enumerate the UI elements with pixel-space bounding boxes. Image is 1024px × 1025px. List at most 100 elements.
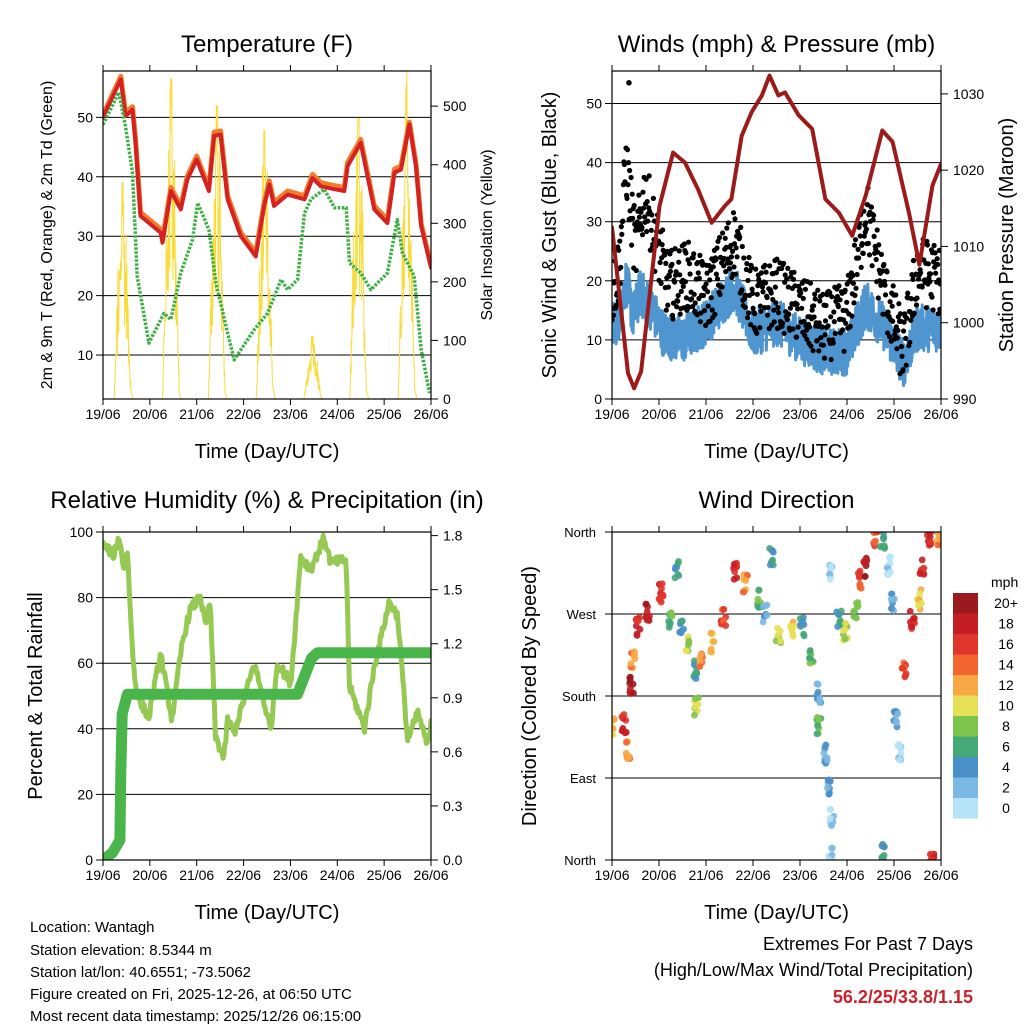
gust-point [670, 316, 676, 322]
gust-point [790, 276, 797, 282]
gust-point [881, 261, 887, 268]
gust-point [748, 322, 754, 328]
plot-area [612, 73, 941, 391]
gust-point [898, 343, 905, 350]
wind-direction-point [697, 651, 705, 658]
gust-point [673, 269, 679, 275]
gust-point [938, 279, 941, 285]
gust-point [930, 307, 936, 313]
gust-point [911, 310, 918, 316]
x-tick-label: 26/06 [923, 406, 958, 422]
gust-point [649, 212, 655, 218]
gust-point [726, 266, 733, 272]
gust-point [861, 233, 867, 239]
y-tick-label: 30 [586, 214, 602, 230]
wind-direction-point [643, 608, 651, 616]
gust-point [658, 280, 664, 286]
gust-point [893, 292, 899, 298]
gust-point [750, 305, 756, 311]
gust-point [908, 317, 914, 323]
wind-direction-point [642, 600, 650, 608]
x-tick-label: 19/06 [594, 406, 629, 422]
legend-label: 10 [998, 698, 1014, 714]
gust-point [852, 292, 858, 298]
gust-point [936, 247, 941, 253]
plot-frame [102, 70, 432, 400]
x-tick-label: 20/06 [132, 867, 167, 883]
legend-label: 0 [1002, 800, 1010, 816]
gust-point [727, 260, 734, 266]
x-tick-label: 23/06 [782, 867, 817, 883]
gust-point [831, 319, 837, 325]
legend-label: 12 [998, 677, 1014, 693]
extremes-subtitle: (High/Low/Max Wind/Total Precipitation) [653, 960, 973, 980]
gust-point [640, 205, 647, 211]
gust-point [691, 291, 697, 297]
y-tick-label: 0 [85, 852, 93, 868]
gust-point [648, 227, 654, 233]
x-tick-label: 25/06 [876, 867, 911, 883]
gust-point [639, 224, 645, 231]
wind-direction-point [759, 618, 767, 626]
wind-direction-point [878, 842, 886, 850]
x-tick-label: 25/06 [367, 867, 402, 883]
y-tick-label: 40 [586, 155, 602, 171]
gust-point [618, 224, 624, 230]
y-tick-label: 60 [77, 655, 93, 671]
chart-title: Temperature (F) [181, 31, 353, 58]
wind-direction-point [674, 571, 682, 578]
gust-point [785, 284, 791, 290]
gust-point [887, 334, 893, 340]
wind-direction-point [612, 731, 617, 739]
gust-point [665, 284, 672, 290]
wind-direction-point [774, 631, 782, 639]
solar-insolation-line [111, 71, 418, 399]
legend-swatch [953, 798, 978, 819]
x-tick-label: 25/06 [876, 406, 911, 422]
relative-humidity-line [103, 532, 431, 761]
gust-point [704, 270, 710, 276]
temp-2m-line [103, 77, 431, 270]
wind-direction-point [824, 776, 832, 784]
gust-point [744, 261, 750, 267]
gust-point [819, 324, 826, 330]
gust-point [801, 318, 807, 324]
gust-point [808, 343, 814, 349]
gust-point [690, 255, 696, 261]
wind-direction-point [828, 821, 835, 829]
gust-point [682, 279, 689, 285]
gust-point [624, 147, 631, 153]
gust-point [707, 277, 713, 283]
gust-point [911, 257, 917, 263]
gust-point [820, 291, 826, 297]
gust-point [844, 299, 850, 305]
wind-direction-point [813, 730, 821, 738]
gust-point [717, 291, 723, 298]
y2-tick-label: 200 [443, 274, 467, 290]
wind-direction-point [813, 680, 821, 688]
gust-point [894, 346, 900, 352]
legend-label: 18 [998, 616, 1014, 632]
gust-point [900, 367, 906, 373]
gust-point [882, 292, 889, 298]
wind-direction-point [629, 680, 637, 688]
wind-direction-point [720, 605, 728, 613]
gust-point [933, 270, 939, 276]
x-tick-label: 19/06 [594, 867, 629, 883]
gust-point [847, 323, 853, 329]
legend-swatch [953, 654, 978, 675]
wind-direction-point [897, 749, 905, 757]
gust-point [660, 227, 666, 233]
gust-point [854, 271, 860, 278]
gust-point [766, 326, 772, 332]
wind-direction-point [707, 648, 715, 656]
gust-point [633, 267, 639, 274]
gust-point [744, 315, 751, 321]
y-tick-label: 20 [77, 288, 93, 304]
gust-point [772, 284, 779, 290]
gust-point [771, 307, 777, 313]
gust-point [859, 241, 865, 247]
gust-point [728, 254, 735, 260]
